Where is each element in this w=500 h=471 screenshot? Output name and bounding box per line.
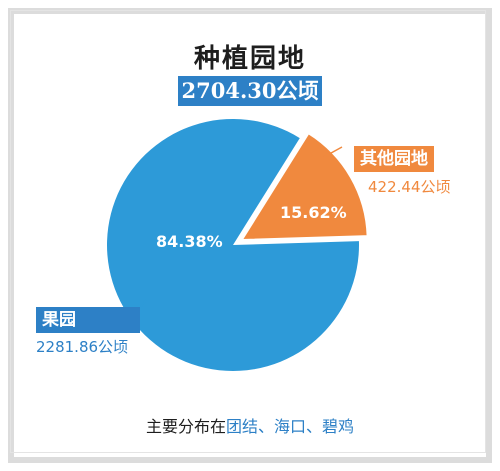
other-gardens-name-badge: 其他园地 (354, 146, 434, 172)
other-gardens-value: 422.44公顷 (368, 178, 451, 196)
poster-inner-border (10, 10, 486, 453)
distribution-places: 团结、海口、碧鸡 (226, 417, 355, 436)
distribution-note: 主要分布在团结、海口、碧鸡 (0, 413, 500, 437)
distribution-prefix: 主要分布在 (145, 417, 226, 436)
fruit-orchard-value: 2281.86公顷 (36, 338, 129, 356)
chart-title: 种植园地 (193, 44, 306, 74)
total-area-badge: 2704.30公顷 (178, 76, 322, 106)
fruit-orchard-percent-label: 84.38% (156, 232, 223, 251)
pie-slice-other-gardens (239, 131, 369, 242)
pie-slice-fruit-orchard (107, 118, 359, 371)
other-gardens-percent-label: 15.62% (280, 203, 347, 222)
fruit-orchard-name-badge: 果园 (36, 307, 140, 333)
other-gardens-leader-line (321, 146, 343, 159)
